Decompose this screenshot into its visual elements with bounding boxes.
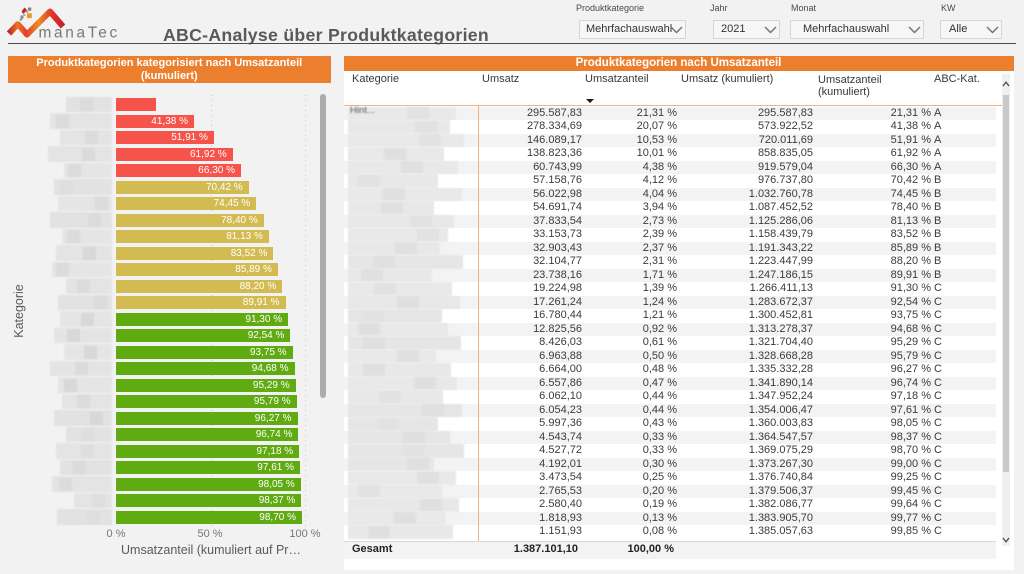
svg-text:manaTec: manaTec (39, 25, 120, 42)
